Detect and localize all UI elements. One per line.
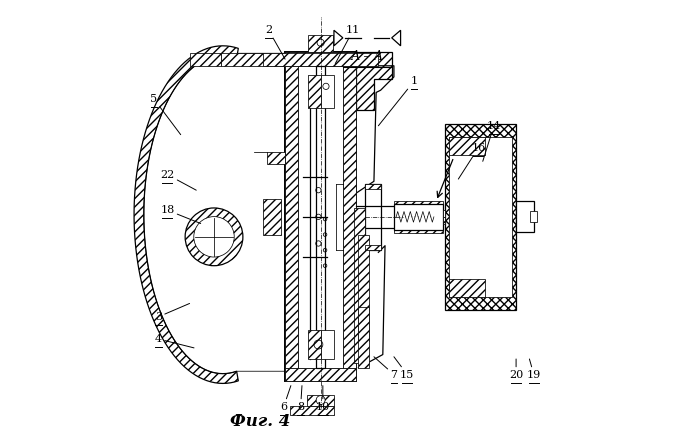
Bar [531,211,537,222]
Bar [285,66,298,368]
Bar [365,184,380,250]
Text: Фиг. 4: Фиг. 4 [231,413,291,430]
Bar [516,201,534,232]
Bar [285,368,356,381]
Bar [285,52,356,66]
Bar [308,330,321,359]
Text: 5: 5 [150,94,181,135]
Bar [221,53,289,66]
Text: 15: 15 [394,357,415,380]
Text: 2: 2 [265,25,285,59]
Bar [321,75,333,108]
Bar [394,203,442,230]
Bar [359,308,370,368]
Bar [365,245,380,250]
Circle shape [316,396,325,405]
Text: 4: 4 [155,334,194,348]
Text: 3: 3 [155,304,189,322]
Text: 22: 22 [160,169,196,190]
Text: 20: 20 [509,359,524,380]
Bar [449,137,485,155]
Circle shape [185,208,243,266]
Text: 10: 10 [316,386,330,412]
Bar [267,152,285,164]
Text: 16: 16 [459,143,485,179]
Text: 14: 14 [483,121,501,161]
Bar [298,66,343,368]
Bar [316,66,325,368]
Text: 7: 7 [374,357,398,380]
Bar [394,201,442,203]
Bar [263,53,378,66]
Polygon shape [391,30,401,46]
Bar [343,66,356,368]
Bar [394,230,442,233]
Text: 8: 8 [297,386,304,412]
Bar [308,75,321,108]
Bar [285,52,356,381]
Bar [289,405,334,415]
Bar [354,208,365,363]
Bar [189,53,221,66]
Text: 11: 11 [336,25,360,63]
Text: А – А: А – А [351,50,384,63]
Bar [449,137,512,297]
Bar [445,123,516,310]
Bar [308,35,333,52]
Bar [308,395,334,405]
Text: 19: 19 [527,359,541,380]
Polygon shape [134,46,238,384]
Bar [449,279,485,297]
Polygon shape [334,30,343,46]
Text: 6: 6 [280,386,291,412]
Bar [365,184,380,189]
Circle shape [194,217,234,257]
Bar [263,199,280,235]
Text: 1: 1 [378,76,417,126]
Bar [442,210,445,217]
Text: 18: 18 [160,205,201,224]
Bar [321,330,333,359]
Polygon shape [356,52,391,110]
Bar [359,236,370,341]
Bar [442,217,445,224]
